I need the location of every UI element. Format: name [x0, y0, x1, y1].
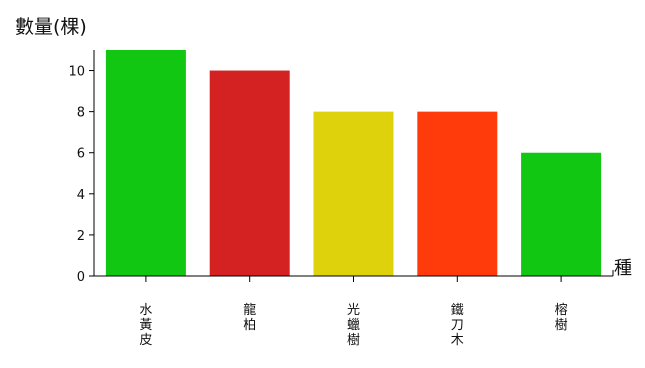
bar — [521, 152, 602, 276]
y-tick-label: 8 — [77, 106, 85, 121]
bar — [313, 111, 394, 277]
y-tick-label: 2 — [77, 229, 85, 244]
x-tick-label: 榕樹 — [555, 303, 568, 333]
y-tick-label: 6 — [77, 147, 85, 162]
y-axis: 0 2 4 6 8 10 — [68, 50, 95, 285]
x-tick-label: 光蠟樹 — [347, 303, 360, 348]
x-tick-label: 水黃皮 — [139, 303, 152, 348]
x-tick-label: 鐵刀木 — [451, 302, 464, 348]
y-axis-title: 數量(棵) — [15, 16, 87, 38]
y-tick-label: 4 — [77, 188, 85, 203]
bars — [105, 50, 602, 277]
bar — [105, 50, 186, 276]
bar — [209, 70, 290, 276]
y-tick-label: 10 — [68, 65, 85, 80]
x-tick-label: 龍柏 — [243, 302, 256, 333]
bar — [417, 111, 498, 277]
x-axis-title: 種 — [614, 258, 632, 279]
y-tick-label: 0 — [77, 270, 85, 285]
x-axis: 水黃皮 龍柏 光蠟樹 鐵刀木 榕樹 — [94, 270, 614, 348]
